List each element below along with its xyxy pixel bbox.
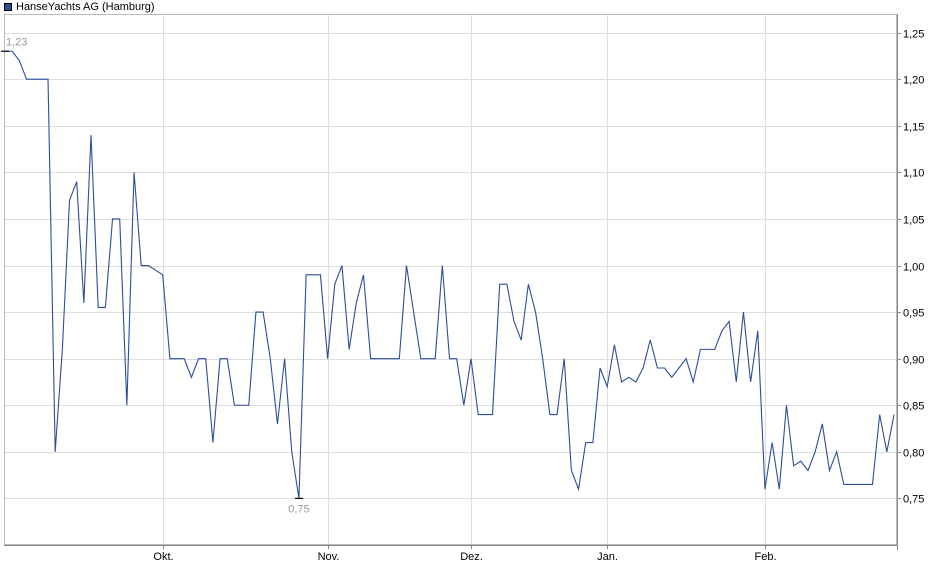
- legend-label: HanseYachts AG (Hamburg): [16, 1, 155, 13]
- x-tick-label: Dez.: [460, 551, 483, 563]
- y-tick-label: 1,20: [903, 75, 924, 87]
- y-tick-label: 1,15: [903, 122, 924, 134]
- x-tick-label: Okt.: [153, 551, 173, 563]
- x-tick-label: Jan.: [597, 551, 618, 563]
- y-tick-label: 0,80: [903, 448, 924, 460]
- y-tick-label: 1,25: [903, 29, 924, 41]
- y-tick-label: 1,00: [903, 262, 924, 274]
- plot-area: [4, 14, 897, 545]
- y-tick-label: 1,10: [903, 168, 924, 180]
- legend: HanseYachts AG (Hamburg): [4, 1, 155, 13]
- max-annotation: 1,23: [6, 36, 27, 48]
- y-tick-label: 0,75: [903, 494, 924, 506]
- min-annotation: 0,75: [288, 503, 309, 515]
- y-tick-label: 1,05: [903, 215, 924, 227]
- y-tick-label: 0,95: [903, 308, 924, 320]
- y-tick-label: 0,90: [903, 355, 924, 367]
- x-tick-label: Nov.: [318, 551, 340, 563]
- y-tick-label: 0,85: [903, 401, 924, 413]
- x-tick-label: Feb.: [754, 551, 776, 563]
- legend-swatch: [4, 3, 12, 11]
